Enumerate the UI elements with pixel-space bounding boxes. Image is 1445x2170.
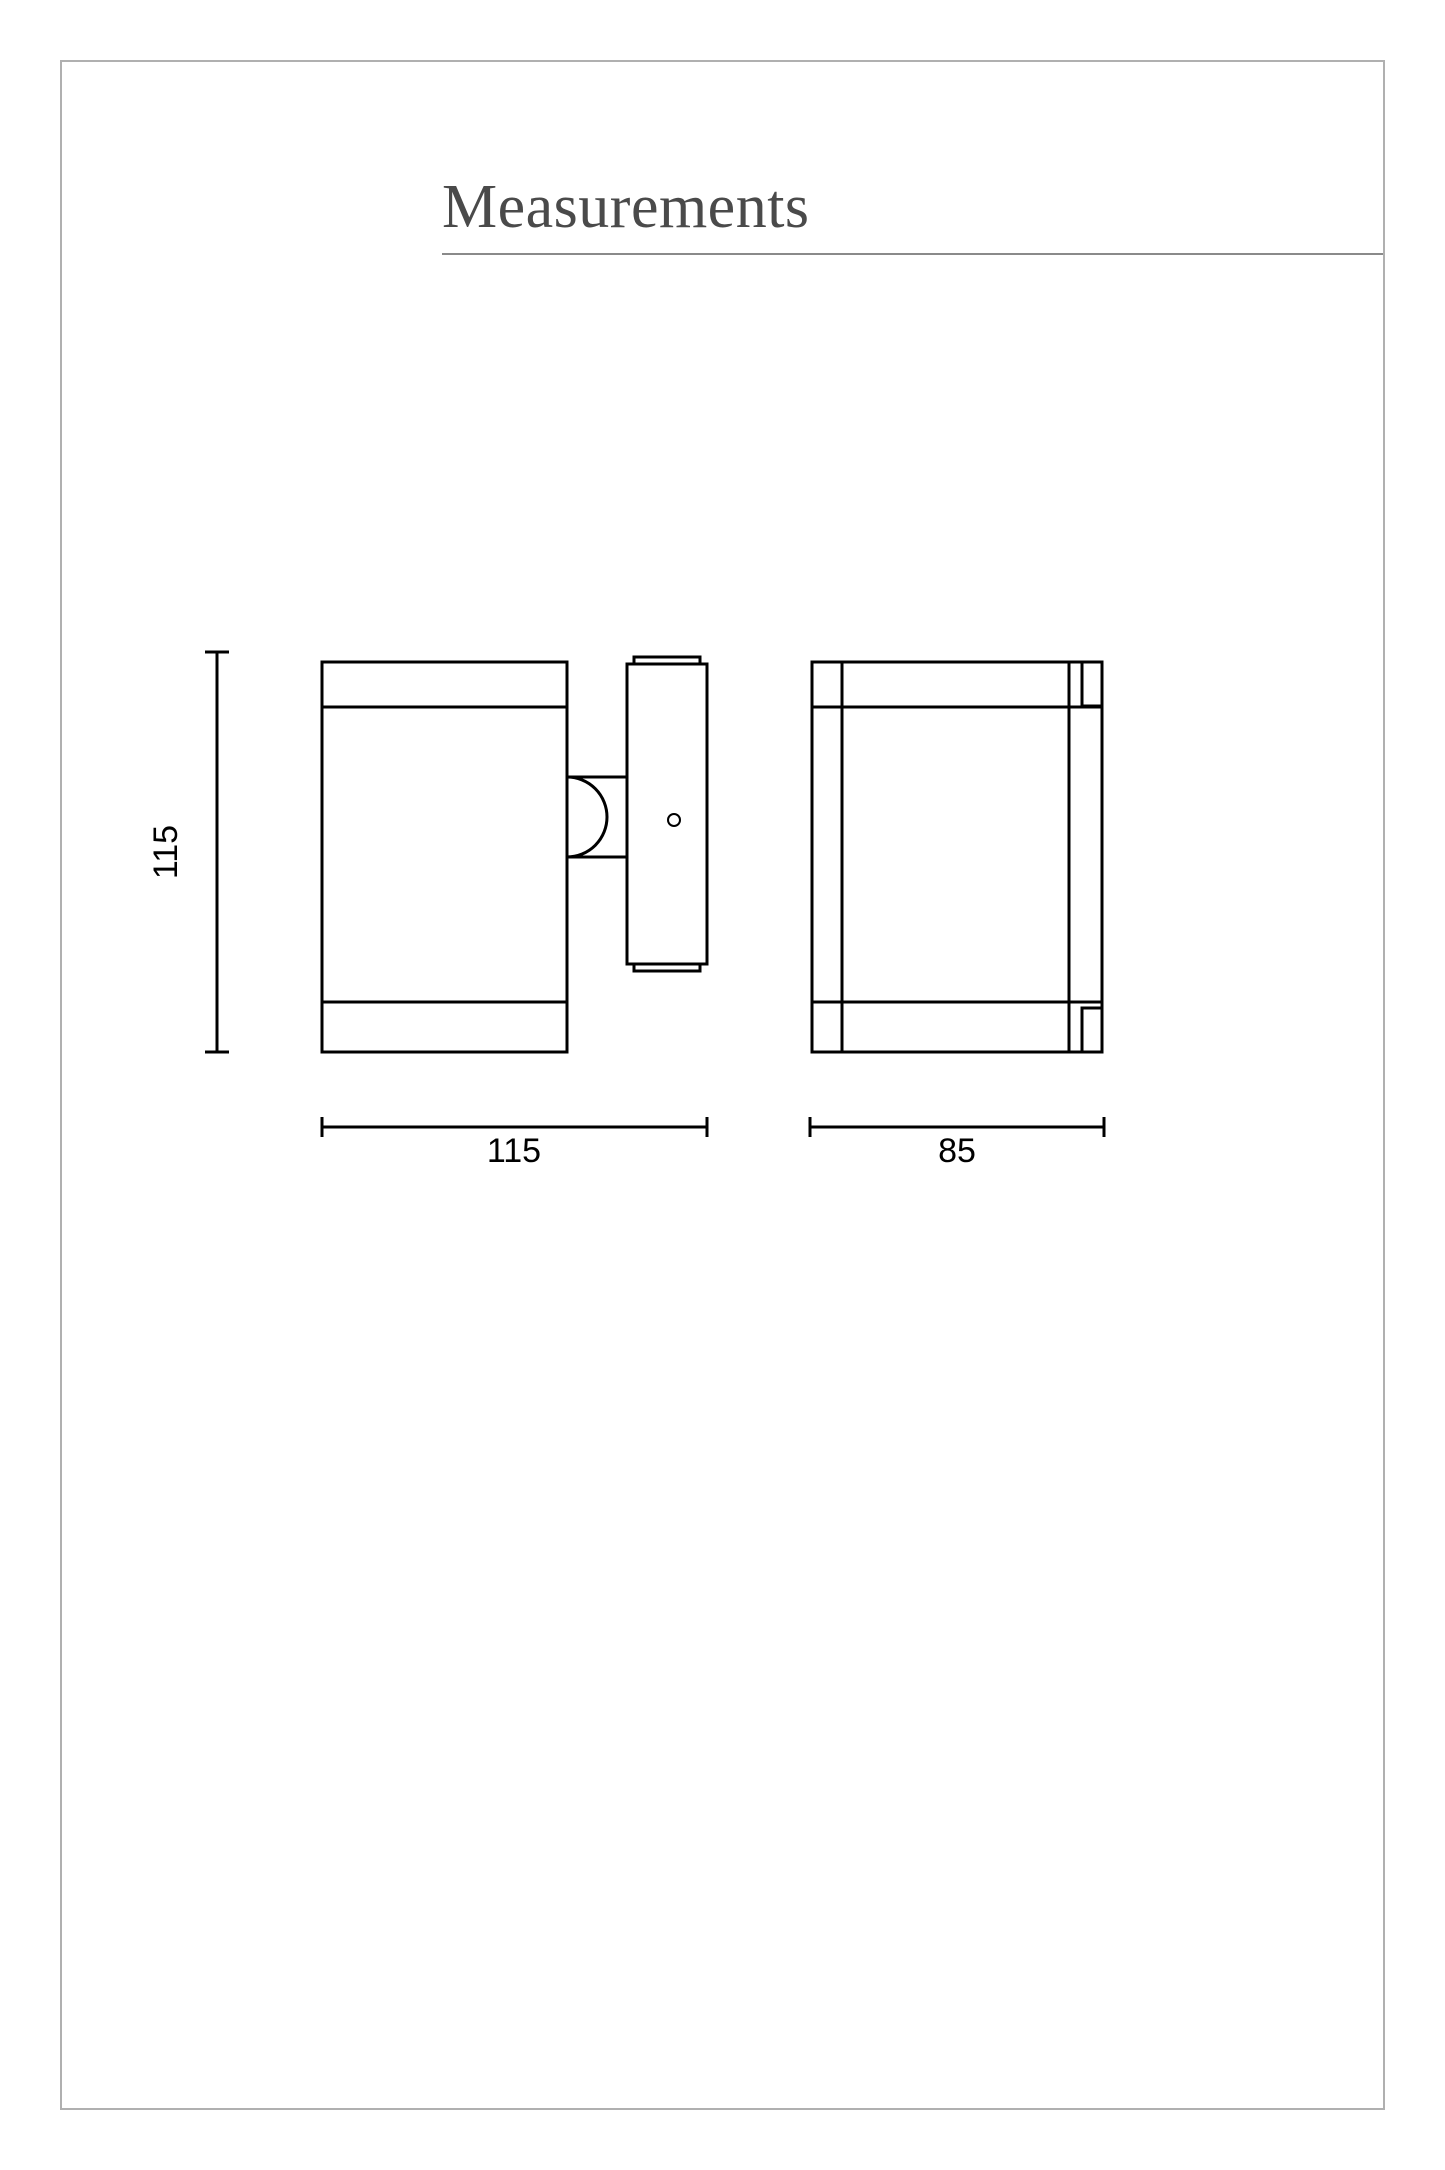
title-block: Measurements: [442, 172, 1383, 255]
svg-text:115: 115: [487, 1132, 541, 1170]
measurements-diagram: 115 115 85: [122, 362, 1322, 1262]
page: Measurements 115 115 85: [0, 0, 1445, 2170]
diagram-area: 115 115 85: [122, 362, 1323, 1262]
svg-text:115: 115: [147, 825, 185, 879]
svg-text:85: 85: [938, 1132, 976, 1170]
page-title: Measurements: [442, 173, 810, 241]
content-frame: Measurements 115 115 85: [60, 60, 1385, 2110]
